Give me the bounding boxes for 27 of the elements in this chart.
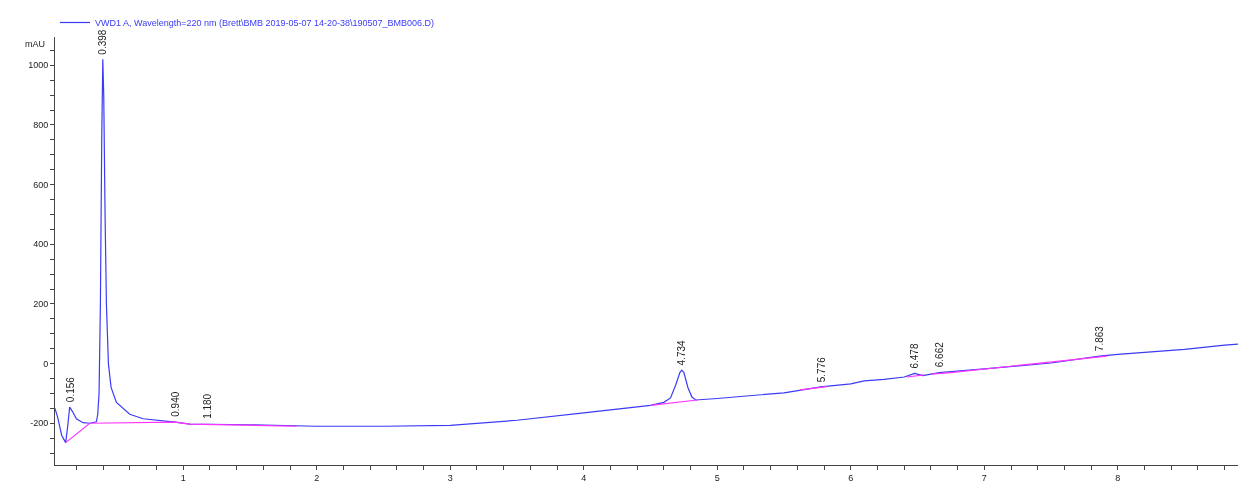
y-tick-label: 400 [33, 239, 49, 250]
x-tick-label: 1 [180, 472, 186, 483]
x-tick-label: 6 [848, 472, 854, 483]
annotation: 0.156 [64, 376, 76, 403]
y-tick-label: 600 [33, 179, 49, 190]
annotation: 0.398 [96, 29, 108, 55]
y-axis-title: mAU [25, 39, 45, 49]
x-tick-label: 4 [581, 472, 587, 483]
annotation: 6.478 [908, 343, 920, 369]
x-tick-label: 2 [314, 472, 320, 483]
y-tick-label: 1000 [28, 60, 49, 71]
legend-label: VWD1 A, Wavelength=220 nm (Brett\BMB 2019-05-07 14-20-38\190507_BMB006.D) [95, 18, 435, 29]
annotation: 7.863 [1093, 325, 1105, 352]
annotation: 6.662 [934, 341, 946, 368]
x-tick-label: 3 [447, 472, 453, 483]
annotation: 0.940 [169, 391, 181, 417]
y-tick-label: -200 [30, 418, 49, 429]
x-tick-label: 8 [1115, 472, 1121, 483]
y-tick-label: 800 [33, 120, 49, 131]
x-tick-label: 5 [714, 472, 720, 483]
line-series [55, 58, 1238, 444]
y-tick-label: 200 [33, 299, 49, 310]
y-tick-label: 0 [43, 358, 49, 369]
annotation: 4.734 [676, 339, 688, 366]
annotation: 1.180 [201, 393, 213, 419]
annotation: 5.776 [815, 356, 827, 383]
x-tick-label: 7 [981, 472, 987, 483]
